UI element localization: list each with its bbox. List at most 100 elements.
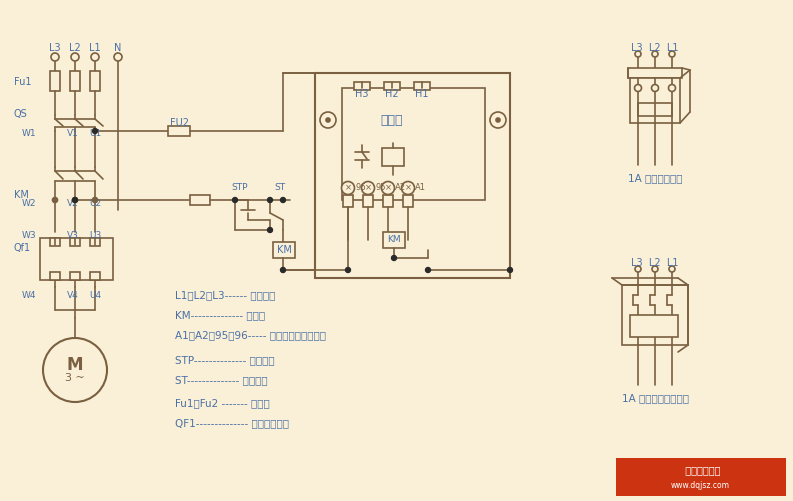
Text: A1、A2、95、96----- 保护器接线端子号码: A1、A2、95、96----- 保护器接线端子号码	[175, 330, 326, 340]
Text: L2: L2	[69, 43, 81, 53]
Circle shape	[508, 268, 512, 273]
Circle shape	[490, 112, 506, 128]
Text: M: M	[67, 356, 83, 374]
Text: 保护器: 保护器	[381, 114, 404, 126]
Circle shape	[281, 268, 285, 273]
Circle shape	[267, 227, 273, 232]
Text: ST: ST	[274, 183, 285, 192]
Bar	[343, 195, 353, 207]
Text: ×: ×	[344, 183, 351, 192]
Bar	[630, 78, 680, 123]
Text: W2: W2	[22, 198, 36, 207]
Bar	[638, 103, 672, 116]
Bar	[622, 285, 688, 345]
Circle shape	[93, 128, 98, 133]
Text: QF1-------------- 电动机保护器: QF1-------------- 电动机保护器	[175, 418, 289, 428]
Text: L3: L3	[49, 43, 61, 53]
Circle shape	[392, 256, 396, 261]
Text: QS: QS	[14, 109, 28, 119]
Circle shape	[51, 53, 59, 61]
Text: Qf1: Qf1	[14, 243, 31, 253]
Circle shape	[232, 197, 237, 202]
Bar	[70, 238, 80, 246]
Circle shape	[52, 197, 58, 202]
Circle shape	[652, 51, 658, 57]
Text: Fu1、Fu2 ------- 熔断器: Fu1、Fu2 ------- 熔断器	[175, 398, 270, 408]
Circle shape	[669, 266, 675, 272]
Bar	[630, 315, 678, 337]
Bar	[382, 148, 404, 166]
Circle shape	[668, 85, 676, 92]
Circle shape	[635, 266, 641, 272]
Text: STP-------------- 停止按钮: STP-------------- 停止按钮	[175, 355, 274, 365]
Text: W1: W1	[22, 128, 36, 137]
Text: H3: H3	[355, 89, 369, 99]
Text: 电工技术之家: 电工技术之家	[680, 465, 721, 475]
Text: ×: ×	[385, 183, 392, 192]
Bar	[90, 71, 100, 91]
Circle shape	[652, 266, 658, 272]
Circle shape	[326, 118, 330, 122]
Text: KM-------------- 接触器: KM-------------- 接触器	[175, 310, 265, 320]
Text: L3  L2  L1: L3 L2 L1	[631, 43, 679, 53]
Text: U4: U4	[89, 291, 102, 300]
Circle shape	[381, 181, 394, 194]
Circle shape	[342, 181, 354, 194]
Text: KM: KM	[277, 245, 292, 255]
Circle shape	[401, 181, 415, 194]
Bar	[273, 242, 295, 258]
Text: V4: V4	[67, 291, 79, 300]
Bar	[90, 238, 100, 246]
Text: W3: W3	[22, 231, 36, 240]
Text: www.dqjsz.com: www.dqjsz.com	[671, 480, 730, 489]
Text: L1、L2、L3------ 三相电源: L1、L2、L3------ 三相电源	[175, 290, 275, 300]
Circle shape	[267, 197, 273, 202]
Text: 1A 以下各相三次穿心: 1A 以下各相三次穿心	[622, 393, 688, 403]
Circle shape	[91, 53, 99, 61]
Bar	[50, 71, 60, 91]
Bar	[90, 272, 100, 280]
Circle shape	[634, 85, 642, 92]
Bar	[315, 73, 510, 278]
Bar	[70, 272, 80, 280]
Bar	[50, 272, 60, 280]
Bar	[70, 71, 80, 91]
Bar	[342, 88, 485, 200]
Circle shape	[496, 118, 500, 122]
Text: FU2: FU2	[170, 118, 189, 128]
Circle shape	[72, 197, 78, 202]
Circle shape	[114, 53, 122, 61]
Bar	[414, 82, 430, 90]
Text: V3: V3	[67, 231, 79, 240]
Circle shape	[71, 53, 79, 61]
Text: 95: 95	[375, 183, 385, 192]
Text: 3 ~: 3 ~	[65, 373, 85, 383]
Text: W4: W4	[22, 291, 36, 300]
Bar	[383, 195, 393, 207]
Text: H1: H1	[416, 89, 429, 99]
Text: V2: V2	[67, 198, 79, 207]
Text: KM: KM	[387, 235, 400, 244]
Text: L1: L1	[89, 43, 101, 53]
Text: U3: U3	[89, 231, 102, 240]
Bar	[628, 68, 682, 78]
Text: H2: H2	[385, 89, 399, 99]
Text: ×: ×	[365, 183, 371, 192]
Circle shape	[346, 268, 351, 273]
Bar	[354, 82, 370, 90]
Circle shape	[43, 338, 107, 402]
Text: 1A 以上一次穿心: 1A 以上一次穿心	[628, 173, 682, 183]
Text: A1: A1	[415, 183, 426, 192]
Circle shape	[72, 197, 78, 202]
Circle shape	[362, 181, 374, 194]
Circle shape	[426, 268, 431, 273]
Text: A2: A2	[395, 183, 406, 192]
Bar	[384, 82, 400, 90]
Circle shape	[320, 112, 336, 128]
Circle shape	[281, 197, 285, 202]
Text: L3  L2  L1: L3 L2 L1	[631, 258, 679, 268]
Text: ST-------------- 启动按钮: ST-------------- 启动按钮	[175, 375, 267, 385]
Text: KM: KM	[14, 190, 29, 200]
Circle shape	[93, 197, 98, 202]
Text: U2: U2	[89, 198, 102, 207]
